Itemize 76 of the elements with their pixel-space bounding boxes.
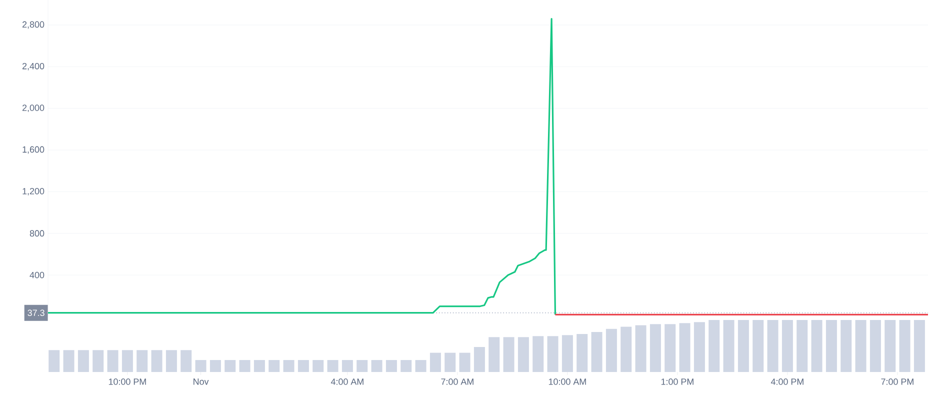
bar xyxy=(356,360,368,372)
bar xyxy=(679,323,690,372)
x-tick-label: Nov xyxy=(194,378,209,385)
bar xyxy=(694,322,705,372)
bar xyxy=(591,332,602,372)
bar xyxy=(371,360,382,372)
bar xyxy=(576,334,588,372)
bar xyxy=(415,360,426,372)
bar xyxy=(606,328,617,372)
bar xyxy=(136,350,148,372)
bar xyxy=(195,360,206,372)
bar xyxy=(547,336,558,372)
ref-line-label: 37.3 xyxy=(28,310,44,316)
bar xyxy=(430,352,441,372)
bar xyxy=(503,337,514,372)
bar xyxy=(210,360,221,372)
bar xyxy=(180,350,192,372)
bar xyxy=(840,320,852,372)
bar xyxy=(488,337,500,372)
bar xyxy=(782,320,793,372)
bar xyxy=(767,320,778,372)
bar xyxy=(518,337,529,372)
x-tick-label: 7:00 PM xyxy=(881,378,914,385)
bar xyxy=(151,350,162,372)
bar xyxy=(107,350,118,372)
bar xyxy=(796,320,808,372)
bar xyxy=(459,352,470,372)
bar xyxy=(400,360,412,372)
bar xyxy=(63,350,74,372)
bar xyxy=(752,320,764,372)
x-tick-label: 4:00 PM xyxy=(770,378,804,385)
x-tick-label: 1:00 PM xyxy=(661,378,694,385)
bar xyxy=(78,350,89,372)
bar xyxy=(884,320,896,372)
bar xyxy=(239,360,250,372)
bar xyxy=(738,320,749,372)
x-tick-label: 4:00 AM xyxy=(330,378,364,385)
bar xyxy=(870,320,881,372)
bar xyxy=(283,360,294,372)
bar xyxy=(826,320,837,372)
bar xyxy=(298,360,309,372)
bar xyxy=(327,360,338,372)
bar xyxy=(664,324,676,372)
bar xyxy=(166,350,177,372)
bar xyxy=(811,320,822,372)
y-tick-label: 800 xyxy=(30,230,44,237)
bar xyxy=(620,326,632,372)
bar xyxy=(914,320,925,372)
bar xyxy=(650,324,661,372)
x-tick-label: 7:00 AM xyxy=(441,378,474,385)
bar xyxy=(342,360,353,372)
bar xyxy=(386,360,397,372)
bar xyxy=(268,360,280,372)
bar xyxy=(122,350,133,372)
y-tick-label: 2,000 xyxy=(22,104,44,112)
bar xyxy=(723,320,734,372)
bar xyxy=(532,336,544,372)
y-tick-label: 2,800 xyxy=(22,21,44,29)
x-tick-label: 10:00 PM xyxy=(108,378,146,385)
bar xyxy=(562,335,573,372)
bar xyxy=(444,352,456,372)
y-tick-label: 2,400 xyxy=(22,62,44,70)
y-tick-label: 400 xyxy=(30,272,44,278)
y-tick-label: 1,200 xyxy=(22,188,44,196)
x-tick-label: 10:00 AM xyxy=(548,378,586,385)
bar xyxy=(224,360,236,372)
bar xyxy=(855,320,866,372)
bar xyxy=(312,360,324,372)
bar xyxy=(708,320,720,372)
bar xyxy=(474,347,485,372)
bar xyxy=(899,320,910,372)
bar xyxy=(48,350,60,372)
bar xyxy=(254,360,265,372)
bar xyxy=(92,350,104,372)
y-tick-label: 1,600 xyxy=(22,146,44,154)
bar xyxy=(635,325,646,372)
